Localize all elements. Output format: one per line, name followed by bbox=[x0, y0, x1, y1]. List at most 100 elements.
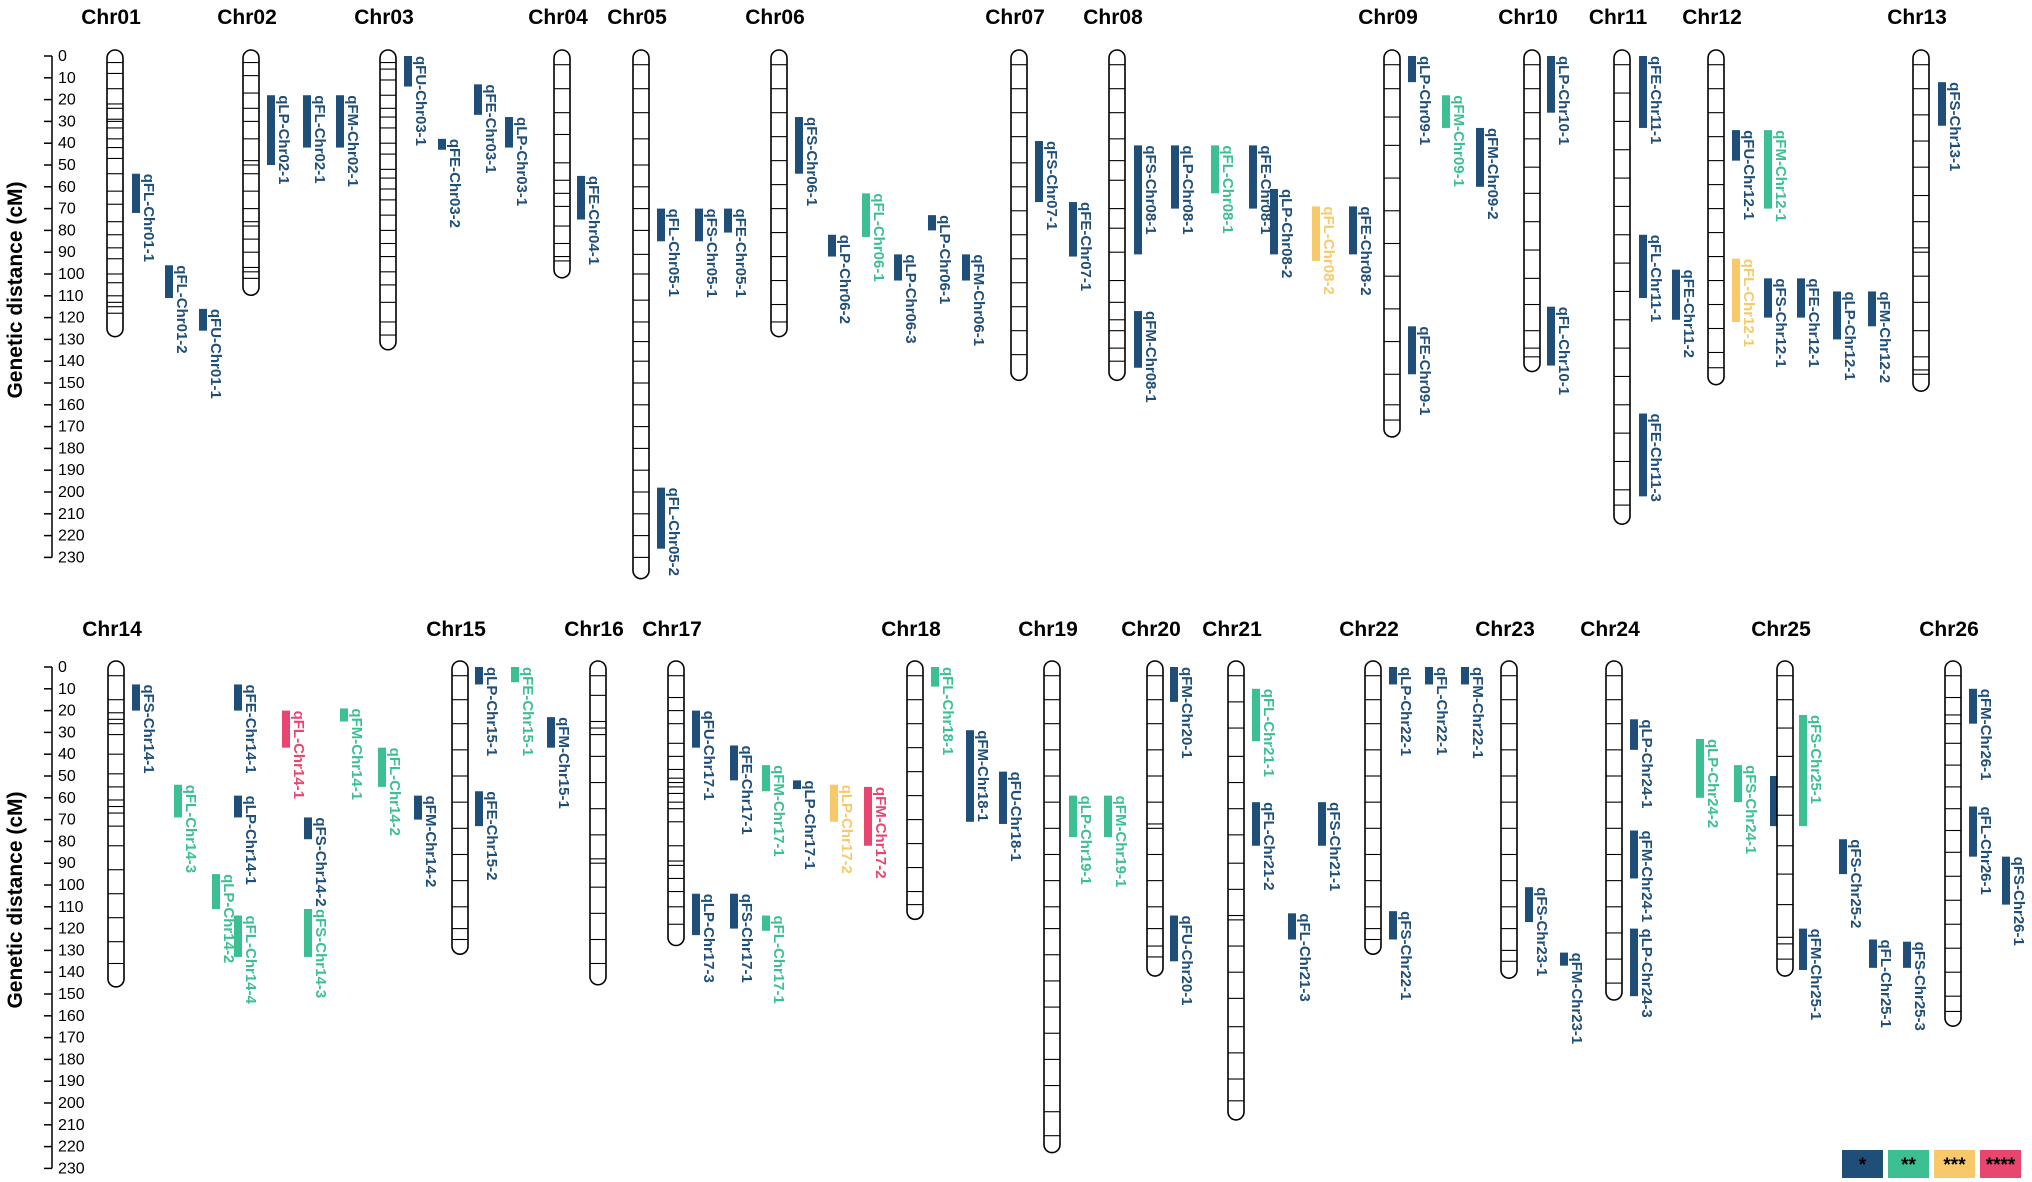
qtl-label: qFS-Chr05-1 bbox=[703, 209, 720, 298]
qtl-label: qFE-Chr04-1 bbox=[585, 176, 602, 265]
qtl-label: qFL-Chr22-1 bbox=[1433, 667, 1450, 755]
chromosome-title: Chr19 bbox=[1018, 618, 1078, 641]
qtl-bar bbox=[1732, 130, 1740, 161]
qtl-label: qFL-Chr05-2 bbox=[665, 488, 682, 576]
qtl-label: qFM-Chr12-1 bbox=[1772, 130, 1789, 222]
qtl-bar bbox=[730, 745, 738, 781]
qtl-label: qFE-Chr12-1 bbox=[1805, 278, 1822, 367]
qtl-bar bbox=[132, 173, 140, 213]
qtl-label: qFM-Chr08-1 bbox=[1142, 311, 1159, 403]
chromosome-bar bbox=[1227, 660, 1245, 1121]
chromosome-title: Chr05 bbox=[607, 6, 667, 29]
qtl-bar bbox=[1799, 714, 1807, 827]
qtl-bar bbox=[1349, 206, 1357, 255]
chromosome-title: Chr09 bbox=[1358, 6, 1418, 29]
chromosome-chr21: Chr21 qFL-Chr21-1 qFL-Chr21-2 qFS-Chr21-1 qF… bbox=[1202, 618, 1343, 1121]
y-tick-label: 20 bbox=[58, 703, 76, 720]
qtl-label: qFU-Chr03-1 bbox=[412, 56, 429, 146]
chromosome-title: Chr23 bbox=[1475, 618, 1535, 641]
qtl-label: qFE-Chr11-3 bbox=[1647, 414, 1664, 502]
chromosome-chr05: Chr05 qFL-Chr05-1 qFS-Chr05-1 qFE-Chr05-1 qF… bbox=[607, 6, 749, 580]
chromosome-chr01: Chr01 qFL-Chr01-1 qFL-Chr01-2 qFU-Chr01-1 bbox=[81, 6, 224, 399]
qtl-bar bbox=[234, 795, 242, 818]
chromosome-bar bbox=[1912, 49, 1930, 392]
qtl-label: qFS-Chr14-1 bbox=[140, 684, 157, 773]
qtl-label: qFE-Chr14-1 bbox=[242, 684, 259, 773]
legend-label: *** bbox=[1943, 1155, 1966, 1176]
chromosome-chr04: Chr04 qFE-Chr04-1 bbox=[528, 6, 602, 279]
qtl-bar bbox=[1170, 667, 1178, 702]
qtl-bar bbox=[132, 684, 140, 711]
qtl-bar bbox=[414, 795, 422, 820]
qtl-label: qFL-Chr21-2 bbox=[1260, 802, 1277, 890]
qtl-bar bbox=[1425, 667, 1433, 685]
chromosome-bar bbox=[1108, 49, 1126, 382]
qtl-label: qFE-Chr15-2 bbox=[483, 791, 500, 880]
y-tick-label: 120 bbox=[58, 310, 85, 327]
qtl-label: qLP-Chr14-2 bbox=[220, 874, 237, 963]
chromosome-title: Chr04 bbox=[528, 6, 588, 29]
qtl-label: qFU-Chr12-1 bbox=[1740, 130, 1757, 220]
y-tick-label: 230 bbox=[58, 549, 85, 566]
chromosome-title: Chr11 bbox=[1589, 6, 1648, 29]
qtl-label: qFL-Chr01-2 bbox=[173, 265, 190, 353]
qtl-label: qFE-Chr08-2 bbox=[1357, 206, 1374, 295]
chromosome-title: Chr15 bbox=[426, 618, 486, 641]
chromosome-chr10: Chr10 qLP-Chr10-1 qFL-Chr10-1 bbox=[1498, 6, 1572, 395]
y-tick-label: 230 bbox=[58, 1160, 85, 1177]
qtl-label: qFL-Chr21-3 bbox=[1296, 913, 1313, 1001]
chromosome-title: Chr17 bbox=[642, 618, 702, 641]
chromosome-chr17: Chr17 qFU-Chr17-1 qLP-Chr17-3 qFE-Chr17-1 qF… bbox=[642, 618, 889, 1004]
y-tick-label: 160 bbox=[58, 397, 85, 414]
y-tick-label: 110 bbox=[58, 899, 84, 916]
chromosome-bar bbox=[906, 660, 924, 921]
qtl-bar bbox=[2002, 856, 2010, 905]
qtl-label: qFS-Chr14-2 bbox=[312, 817, 329, 906]
qtl-bar bbox=[657, 487, 665, 549]
qtl-bar bbox=[795, 117, 803, 174]
qtl-bar bbox=[1442, 95, 1450, 128]
qtl-bar bbox=[234, 915, 242, 957]
chromosome-bar bbox=[632, 49, 650, 580]
qtl-label: qFE-Chr11-1 bbox=[1647, 56, 1664, 144]
chromosome-bar bbox=[1146, 660, 1164, 977]
y-tick-label: 50 bbox=[58, 157, 76, 174]
qtl-label: qFS-Chr23-1 bbox=[1533, 887, 1550, 976]
y-tick-label: 60 bbox=[58, 790, 76, 807]
qtl-bar bbox=[1799, 928, 1807, 971]
qtl-bar bbox=[212, 874, 220, 909]
y-tick-label: 100 bbox=[58, 877, 85, 894]
y-tick-label: 180 bbox=[58, 1051, 85, 1068]
qtl-bar bbox=[340, 708, 348, 722]
qtl-label: qFL-Chr08-1 bbox=[1219, 145, 1236, 233]
qtl-bar bbox=[336, 95, 344, 148]
chromosome-title: Chr14 bbox=[82, 618, 142, 641]
qtl-bar bbox=[1672, 269, 1680, 320]
qtl-label: qFL-Chr18-1 bbox=[939, 667, 956, 755]
y-tick-label: 50 bbox=[58, 768, 76, 785]
chromosome-bar bbox=[1613, 49, 1631, 525]
y-tick-label: 30 bbox=[58, 724, 76, 741]
y-tick-label: 70 bbox=[58, 812, 76, 829]
qtl-label: qFM-Chr24-1 bbox=[1638, 831, 1655, 923]
y-tick-label: 60 bbox=[58, 179, 76, 196]
qtl-label: qFE-Chr03-1 bbox=[482, 84, 499, 173]
qtl-label: qFL-Chr14-4 bbox=[242, 916, 259, 1005]
qtl-bar bbox=[1170, 915, 1178, 962]
qtl-label: qFE-Chr05-1 bbox=[732, 209, 749, 298]
qtl-label: qFM-Chr18-1 bbox=[974, 730, 991, 822]
chromosome-title: Chr20 bbox=[1121, 618, 1181, 641]
qtl-label: qFM-Chr17-2 bbox=[872, 787, 889, 879]
y-tick-label: 180 bbox=[58, 440, 85, 457]
qtl-bar bbox=[174, 784, 182, 818]
chromosome-title: Chr10 bbox=[1498, 6, 1558, 29]
qtl-label: qFS-Chr24-1 bbox=[1742, 765, 1759, 854]
qtl-bar bbox=[511, 667, 519, 683]
qtl-label: qFS-Chr25-1 bbox=[1807, 715, 1824, 804]
qtl-bar bbox=[267, 95, 275, 165]
chromosome-chr14: Chr14 qFS-Chr14-1 qFL-Chr14-3 qLP-Chr14-2 qF… bbox=[82, 618, 439, 1005]
qtl-label: qLP-Chr14-1 bbox=[242, 796, 259, 885]
legend-label: ** bbox=[1901, 1155, 1916, 1176]
qtl-label: qFM-Chr22-1 bbox=[1469, 667, 1486, 759]
